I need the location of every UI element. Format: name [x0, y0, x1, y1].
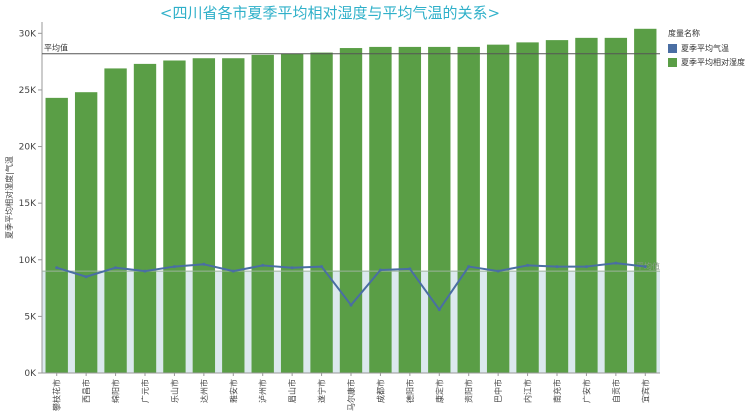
- x-tick-label: 泸州市: [258, 379, 268, 403]
- x-tick-label: 马尔康市: [346, 379, 356, 411]
- bar-humidity: [133, 63, 157, 373]
- legend-swatch-temperature: [668, 44, 677, 53]
- legend-swatch-humidity: [668, 58, 677, 67]
- bar-humidity: [339, 48, 363, 374]
- x-tick-label: 乐山市: [169, 379, 179, 403]
- bar-humidity: [74, 92, 98, 373]
- x-tick-label: 达州市: [199, 379, 209, 403]
- bar-humidity: [310, 52, 333, 373]
- bar-humidity: [428, 46, 451, 374]
- bar-humidity: [457, 46, 480, 374]
- bar-humidity: [163, 60, 186, 374]
- x-tick-label: 康定市: [434, 379, 444, 403]
- x-tick-label: 攀枝花市: [52, 379, 62, 411]
- x-tick-label: 内江市: [523, 379, 533, 403]
- x-tick-label: 广安市: [581, 379, 591, 403]
- bar-humidity: [545, 40, 569, 374]
- bar-humidity: [604, 37, 628, 373]
- x-tick-label: 宜宾市: [640, 379, 650, 403]
- point-temperature: [496, 269, 500, 273]
- legend-label-temperature: 夏季平均气温: [681, 44, 729, 53]
- bar-humidity: [222, 58, 245, 373]
- point-temperature: [172, 265, 176, 269]
- point-temperature: [408, 267, 412, 271]
- x-tick-label: 资阳市: [464, 379, 474, 403]
- point-temperature: [643, 265, 647, 269]
- x-tick-label: 成都市: [375, 379, 385, 403]
- x-tick-label: 雅安市: [228, 379, 238, 403]
- point-temperature: [320, 265, 324, 269]
- x-tick-label: 自贡市: [611, 379, 621, 403]
- x-tick-label: 南充市: [552, 379, 562, 403]
- y-tick-label: 0K: [24, 369, 37, 379]
- bar-humidity: [486, 44, 510, 373]
- bar-humidity: [45, 97, 68, 373]
- x-tick-label: 遂宁市: [317, 379, 327, 403]
- point-temperature: [349, 303, 353, 307]
- point-temperature: [614, 261, 618, 265]
- legend-label-humidity: 夏季平均相对湿度: [681, 58, 745, 67]
- humidity-average-label: 平均值: [44, 43, 68, 53]
- point-temperature: [290, 266, 294, 270]
- point-temperature: [526, 263, 530, 267]
- x-tick-label: 德阳市: [405, 379, 415, 403]
- legend: 度量名称 夏季平均气温 夏季平均相对湿度: [668, 28, 747, 71]
- legend-title: 度量名称: [668, 29, 700, 38]
- y-tick-label: 20K: [19, 143, 37, 153]
- y-tick-label: 5K: [24, 312, 37, 322]
- bar-humidity: [398, 46, 422, 374]
- bar-humidity: [369, 46, 392, 374]
- bar-humidity: [634, 28, 657, 373]
- x-tick-label: 绵阳市: [111, 379, 121, 403]
- legend-item-humidity[interactable]: 夏季平均相对湿度: [668, 57, 747, 68]
- point-temperature: [84, 275, 88, 279]
- bar-humidity: [251, 54, 274, 374]
- bar-humidity: [192, 58, 216, 373]
- point-temperature: [378, 268, 382, 272]
- point-temperature: [202, 262, 206, 266]
- bar-humidity: [104, 68, 127, 373]
- point-temperature: [584, 265, 588, 269]
- point-temperature: [55, 266, 59, 270]
- point-temperature: [437, 308, 441, 312]
- y-tick-label: 25K: [19, 86, 37, 96]
- point-temperature: [231, 269, 235, 273]
- point-temperature: [114, 266, 118, 270]
- x-tick-label: 西昌市: [81, 379, 91, 403]
- bar-humidity: [516, 42, 539, 373]
- x-tick-label: 广元市: [140, 379, 150, 403]
- point-temperature: [143, 269, 147, 273]
- chart-title: <四川省各市夏季平均相对湿度与平均气温的关系>: [159, 4, 501, 22]
- y-axis-title: 夏季平均相对湿度|气温: [4, 156, 14, 239]
- temperature-average-label: 平均值: [636, 261, 660, 271]
- y-tick-label: 10K: [19, 256, 37, 266]
- legend-item-temperature[interactable]: 夏季平均气温: [668, 43, 747, 54]
- bar-humidity: [280, 53, 304, 374]
- point-temperature: [555, 265, 559, 269]
- point-temperature: [467, 265, 471, 269]
- x-tick-label: 眉山市: [287, 379, 297, 403]
- y-tick-label: 15K: [19, 199, 37, 209]
- y-tick-label: 30K: [19, 29, 37, 39]
- x-tick-label: 巴中市: [493, 379, 503, 403]
- bar-humidity: [575, 37, 598, 373]
- point-temperature: [261, 263, 265, 267]
